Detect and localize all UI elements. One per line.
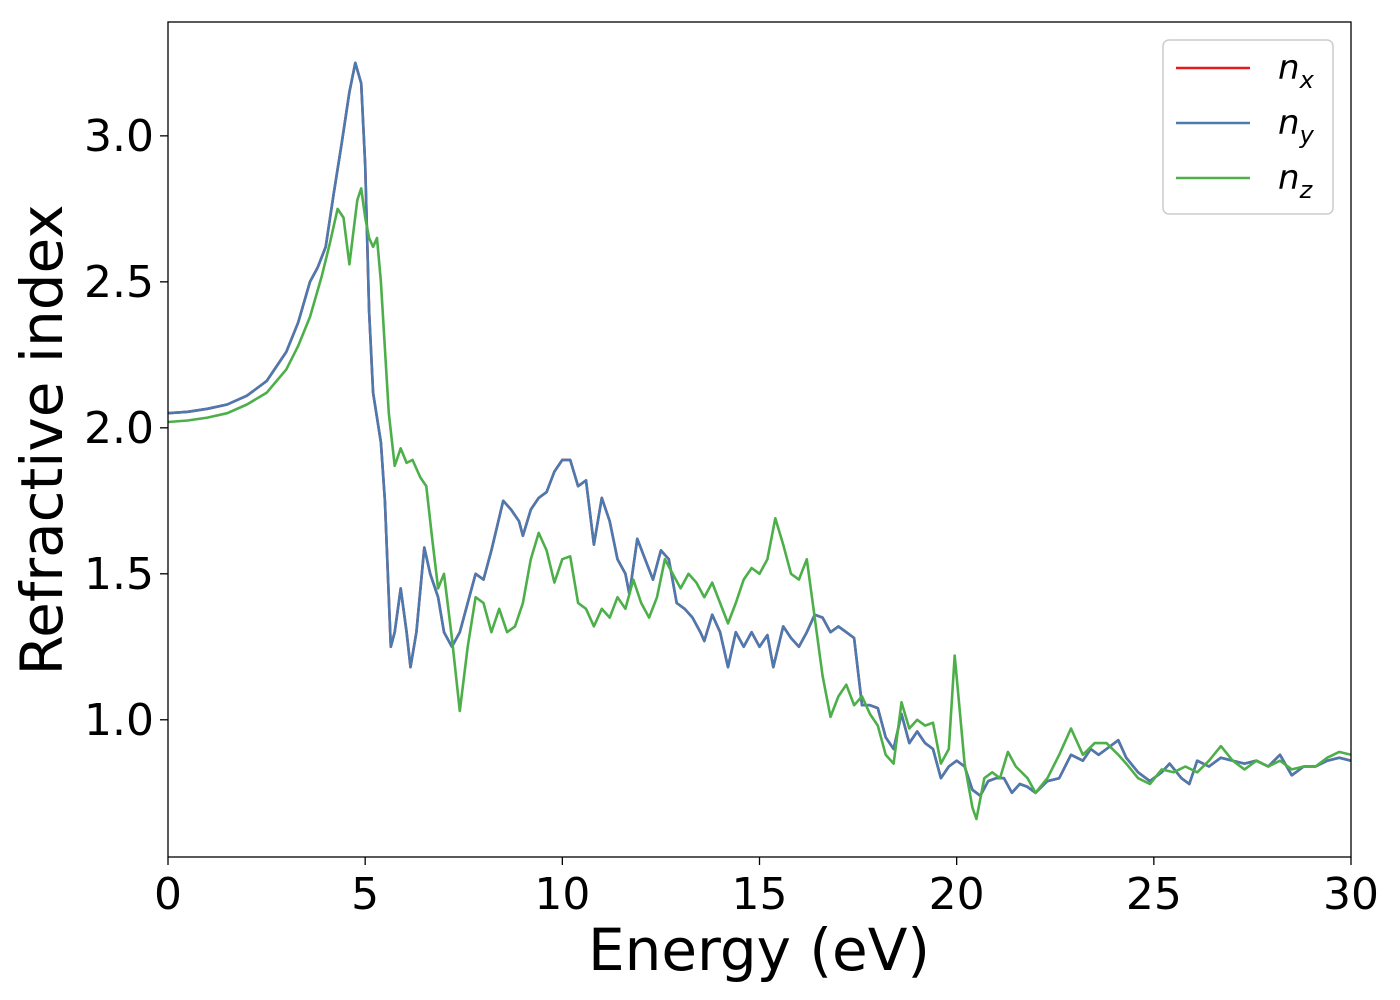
legend: nx ny nz bbox=[1162, 39, 1334, 215]
y-tick-label: 2.5 bbox=[84, 257, 154, 308]
series-layer bbox=[168, 61, 1351, 821]
legend-label-n-x: nx bbox=[1278, 48, 1315, 94]
y-tick-label: 1.5 bbox=[84, 549, 154, 600]
x-tick-label: 0 bbox=[154, 869, 182, 920]
legend-label-n-y: ny bbox=[1278, 103, 1315, 149]
legend-label-n-z: nz bbox=[1278, 158, 1314, 204]
x-tick-label: 25 bbox=[1126, 869, 1182, 920]
y-tick-label: 3.0 bbox=[84, 111, 154, 162]
x-axis-label: Energy (eV) bbox=[588, 916, 930, 984]
legend-box bbox=[1162, 39, 1334, 215]
x-tick-label: 10 bbox=[534, 869, 590, 920]
series-line-n-z bbox=[168, 187, 1351, 821]
x-tick-label: 5 bbox=[351, 869, 379, 920]
y-tick-label: 1.0 bbox=[84, 695, 154, 746]
x-tick-label: 30 bbox=[1323, 869, 1379, 920]
series-line-n-y bbox=[168, 61, 1351, 797]
axes-layer: 0 5 10 15 20 25 30 1.0 1.5 2.0 2.5 3.0 bbox=[84, 21, 1379, 920]
x-tick-label: 20 bbox=[929, 869, 985, 920]
x-tick-label: 15 bbox=[732, 869, 788, 920]
legend-items: nx ny nz bbox=[1176, 48, 1315, 204]
y-axis-label: Refractive index bbox=[8, 204, 76, 675]
y-tick-label: 2.0 bbox=[84, 403, 154, 454]
